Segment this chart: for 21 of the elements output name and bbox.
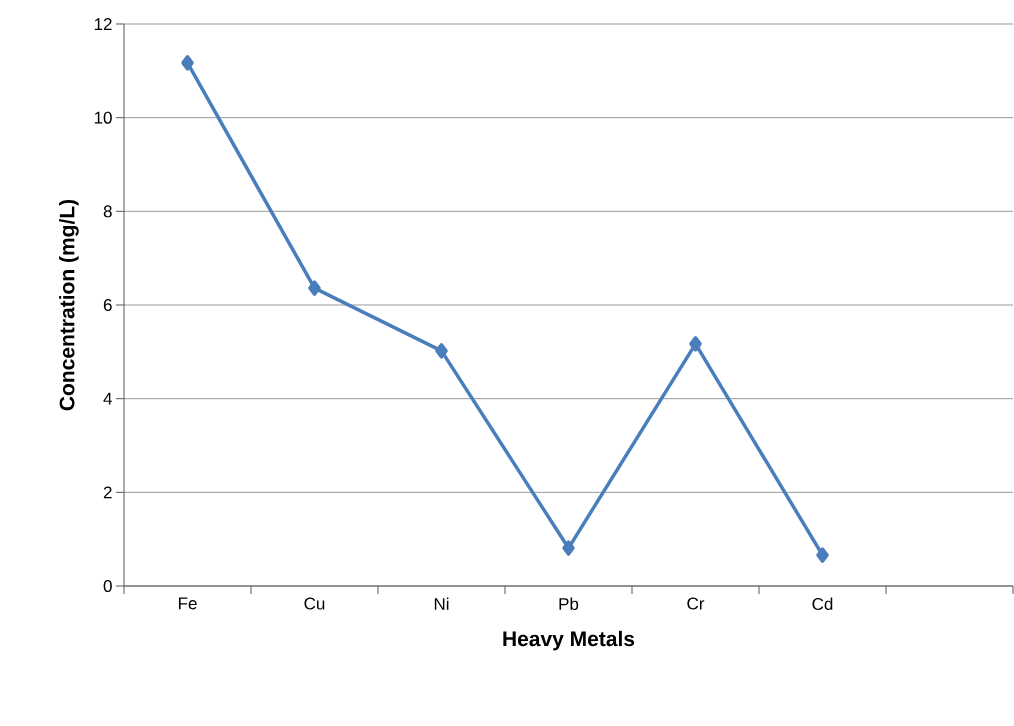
- point: [562, 540, 575, 556]
- y-tick-label: 4: [103, 392, 112, 405]
- x-tick-label: Ni: [434, 597, 449, 610]
- x-tick-label: Fe: [178, 597, 197, 610]
- y-tick-label: 10: [94, 111, 112, 124]
- point: [435, 343, 448, 359]
- x-tick-label: Cd: [812, 597, 833, 611]
- y-tick-label: 6: [103, 298, 112, 312]
- y-tick-label: 8: [103, 205, 112, 218]
- point: [181, 55, 194, 71]
- point: [689, 336, 702, 352]
- x-tick-label: Pb: [559, 597, 579, 611]
- y-tick-label: 2: [103, 486, 112, 499]
- x-axis-title: Heavy Metals: [503, 630, 635, 651]
- x-tick-label: Cr: [687, 597, 705, 610]
- point: [816, 547, 829, 563]
- x-tick-label: Cu: [304, 597, 325, 610]
- point: [308, 280, 321, 296]
- y-tick-label: 12: [94, 18, 112, 30]
- y-axis-title: Concentration (mg/L): [59, 199, 79, 411]
- y-tick-label: 0: [103, 579, 112, 593]
